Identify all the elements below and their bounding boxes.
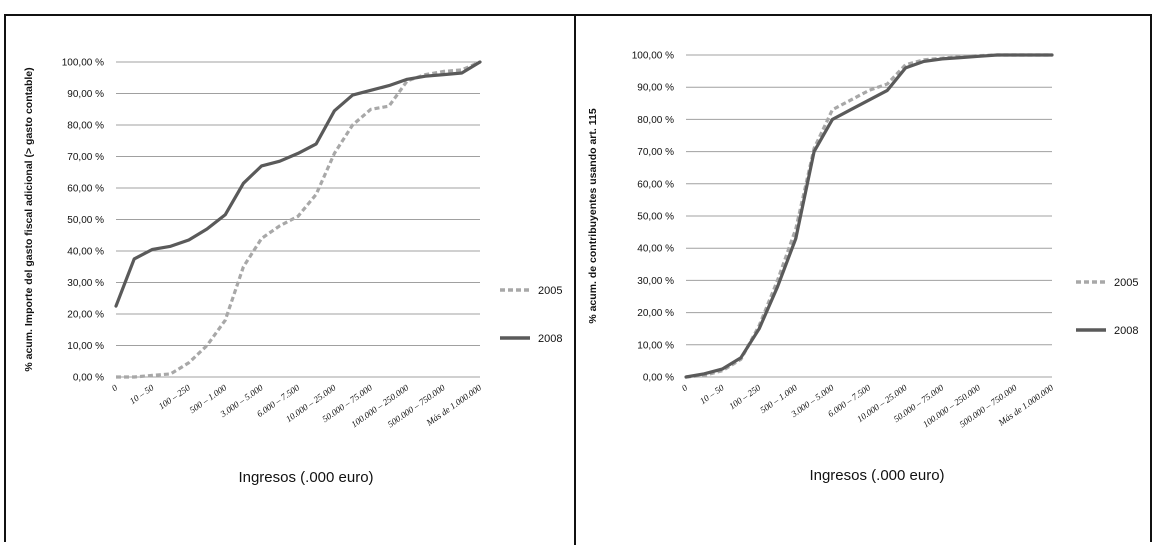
y-tick-label: 30,00 % bbox=[67, 278, 104, 289]
series-line-2008 bbox=[684, 53, 1054, 379]
y-axis-label: % acum. Importe del gasto fiscal adicion… bbox=[23, 67, 35, 371]
legend-label-2005: 2005 bbox=[1114, 277, 1138, 289]
y-tick-label: 80,00 % bbox=[67, 121, 104, 132]
x-tick-label: 10 – 50 bbox=[698, 382, 726, 406]
x-tick-label: 10 – 50 bbox=[128, 382, 156, 406]
chart-right: 0,00 % 10,00 % 20,00 % 30,00 % 40,00 % 50,00 … bbox=[587, 51, 1138, 485]
y-tick-label: 80,00 % bbox=[637, 115, 674, 126]
legend-label-2008: 2008 bbox=[1114, 325, 1138, 337]
legend-label-2005: 2005 bbox=[538, 285, 562, 297]
series-line-2008 bbox=[114, 60, 482, 308]
y-tick-label: 20,00 % bbox=[67, 310, 104, 321]
legend-label-2008: 2008 bbox=[538, 333, 562, 345]
y-tick-label: 10,00 % bbox=[637, 340, 674, 351]
figure-frame bbox=[4, 14, 1152, 542]
chart-panel-right: 0,00 % 10,00 % 20,00 % 30,00 % 40,00 % 50,00 … bbox=[576, 14, 1152, 545]
y-tick-label: 70,00 % bbox=[637, 147, 674, 158]
x-axis-label: Ingresos (.000 euro) bbox=[809, 467, 944, 484]
y-tick-label: 100,00 % bbox=[632, 51, 674, 62]
panel-divider bbox=[574, 14, 576, 545]
y-tick-label: 30,00 % bbox=[637, 276, 674, 287]
y-tick-label: 100,00 % bbox=[62, 58, 104, 69]
x-tick-label: 0 bbox=[680, 382, 690, 393]
y-tick-label: 0,00 % bbox=[643, 373, 674, 384]
y-tick-label: 90,00 % bbox=[637, 83, 674, 94]
x-tick-label: 0 bbox=[110, 382, 120, 393]
y-tick-label: 90,00 % bbox=[67, 89, 104, 100]
y-tick-label: 0,00 % bbox=[73, 373, 104, 384]
y-tick-label: 10,00 % bbox=[67, 341, 104, 352]
y-tick-label: 20,00 % bbox=[637, 308, 674, 319]
y-tick-label: 40,00 % bbox=[637, 244, 674, 255]
y-tick-label: 60,00 % bbox=[67, 184, 104, 195]
y-axis-label: % acum. de contribuyentes usando art. 11… bbox=[587, 108, 599, 323]
chart-panel-left: 0,00 % 10,00 % 20,00 % 30,00 % 40,00 % 50,00 … bbox=[6, 14, 574, 545]
y-tick-label: 40,00 % bbox=[67, 247, 104, 258]
y-tick-label: 50,00 % bbox=[637, 212, 674, 223]
y-tick-label: 50,00 % bbox=[67, 215, 104, 226]
x-axis-label: Ingresos (.000 euro) bbox=[238, 469, 373, 486]
chart-left: 0,00 % 10,00 % 20,00 % 30,00 % 40,00 % 50,00 … bbox=[23, 58, 562, 487]
y-tick-label: 60,00 % bbox=[637, 179, 674, 190]
y-tick-label: 70,00 % bbox=[67, 152, 104, 163]
